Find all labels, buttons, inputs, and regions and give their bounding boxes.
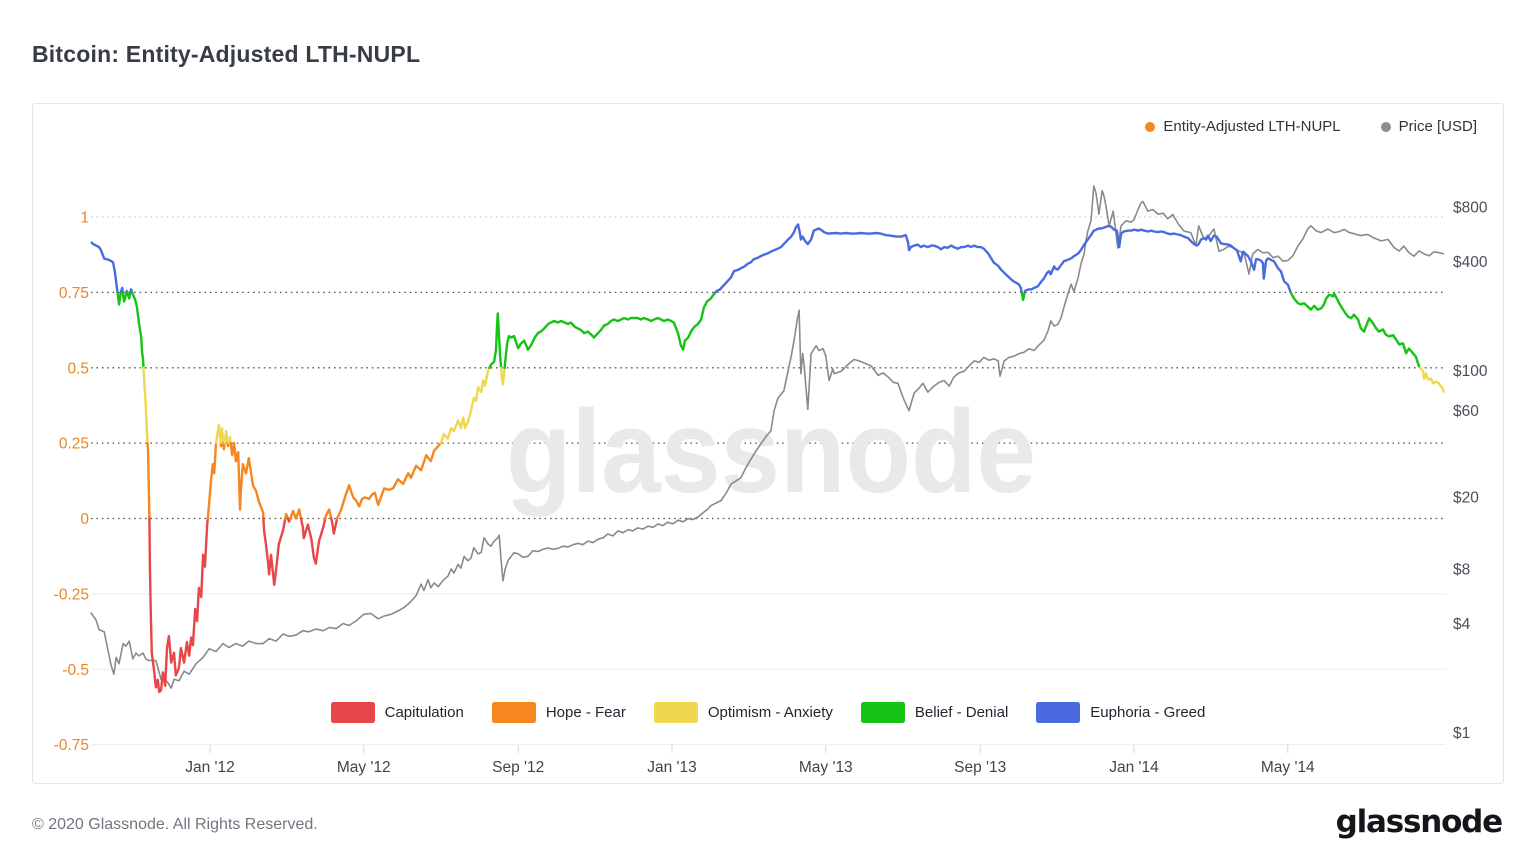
band-swatch-icon bbox=[860, 702, 905, 723]
y-right-tick-label: $1 bbox=[1453, 725, 1470, 742]
y-right-tick-label: $100 bbox=[1453, 363, 1488, 380]
band-legend-item: Optimism - Anxiety bbox=[653, 702, 833, 723]
y-left-tick-label: 0.75 bbox=[59, 285, 89, 302]
x-tick-label: May '14 bbox=[1261, 759, 1315, 776]
band-legend-label: Hope - Fear bbox=[545, 704, 626, 721]
y-right-tick-label: $8 bbox=[1453, 562, 1470, 579]
watermark: glassnode bbox=[506, 386, 1036, 518]
band-swatch-icon bbox=[653, 702, 698, 723]
band-legend-item: Capitulation bbox=[330, 702, 464, 723]
x-tick-label: Sep '13 bbox=[954, 759, 1006, 776]
legend-dot-icon bbox=[1145, 121, 1156, 132]
band-legend-item: Belief - Denial bbox=[860, 702, 1009, 723]
x-tick-label: Jan '14 bbox=[1109, 759, 1159, 776]
y-left-tick-label: -0.75 bbox=[54, 737, 89, 754]
top-legend-label: Price [USD] bbox=[1398, 118, 1477, 135]
band-legend-item: Euphoria - Greed bbox=[1036, 702, 1205, 723]
band-swatch-icon bbox=[1036, 702, 1081, 723]
chart-card: glassnode Jan '12 May '12 Sep '12 Jan '13 May… bbox=[32, 103, 1504, 784]
x-tick-label: Jan '13 bbox=[647, 759, 697, 776]
y-left-tick-label: 0.5 bbox=[67, 360, 89, 377]
x-tick-label: Jan '12 bbox=[185, 759, 235, 776]
x-axis: Jan '12 May '12 Sep '12 Jan '13 May '13 Sep '… bbox=[185, 745, 1315, 776]
x-tick-label: Sep '12 bbox=[492, 759, 544, 776]
y-left-tick-label: 0.25 bbox=[59, 436, 89, 453]
series-nupl bbox=[90, 223, 1446, 694]
band-swatch-icon bbox=[330, 702, 375, 723]
glassnode-logo[interactable]: glassnode bbox=[1335, 804, 1504, 840]
chart-plot[interactable]: glassnode Jan '12 May '12 Sep '12 Jan '13 May… bbox=[33, 104, 1503, 783]
series-price bbox=[90, 185, 1445, 689]
y-left-tick-label: -0.25 bbox=[54, 586, 89, 603]
legend-dot-icon bbox=[1380, 121, 1391, 132]
y-left-tick-label: -0.5 bbox=[62, 662, 89, 679]
y-right-tick-label: $20 bbox=[1453, 490, 1479, 507]
gridlines bbox=[91, 216, 1446, 746]
band-legend-label: Capitulation bbox=[384, 704, 464, 721]
x-tick-label: May '13 bbox=[799, 759, 853, 776]
band-legend-label: Belief - Denial bbox=[914, 704, 1009, 721]
y-axis-left: 1 0.75 0.5 0.25 0 -0.25 -0.5 -0.75 bbox=[54, 210, 90, 755]
top-legend-item[interactable]: Entity-Adjusted LTH-NUPL bbox=[1145, 118, 1341, 135]
band-legend-label: Euphoria - Greed bbox=[1090, 704, 1206, 721]
y-left-tick-label: 0 bbox=[80, 511, 89, 528]
y-right-tick-label: $60 bbox=[1453, 403, 1479, 420]
copyright-text: © 2020 Glassnode. All Rights Reserved. bbox=[32, 816, 318, 833]
band-legend-label: Optimism - Anxiety bbox=[707, 704, 833, 721]
y-axis-right: $800 $400 $100 $60 $20 $8 $4 $1 bbox=[1453, 200, 1488, 743]
top-legend: Entity-Adjusted LTH-NUPL Price [USD] bbox=[1145, 118, 1477, 135]
y-right-tick-label: $800 bbox=[1453, 200, 1488, 217]
x-tick-label: May '12 bbox=[337, 759, 391, 776]
band-legend-item: Hope - Fear bbox=[491, 702, 626, 723]
page-title: Bitcoin: Entity-Adjusted LTH-NUPL bbox=[32, 41, 421, 67]
band-swatch-icon bbox=[491, 702, 536, 723]
top-legend-item[interactable]: Price [USD] bbox=[1380, 118, 1477, 135]
y-right-tick-label: $400 bbox=[1453, 254, 1488, 271]
top-legend-label: Entity-Adjusted LTH-NUPL bbox=[1163, 118, 1341, 135]
y-right-tick-label: $4 bbox=[1453, 616, 1471, 633]
y-left-tick-label: 1 bbox=[80, 210, 89, 227]
bottom-legend: Capitulation Hope - Fear Optimism - Anxiet… bbox=[33, 702, 1503, 723]
